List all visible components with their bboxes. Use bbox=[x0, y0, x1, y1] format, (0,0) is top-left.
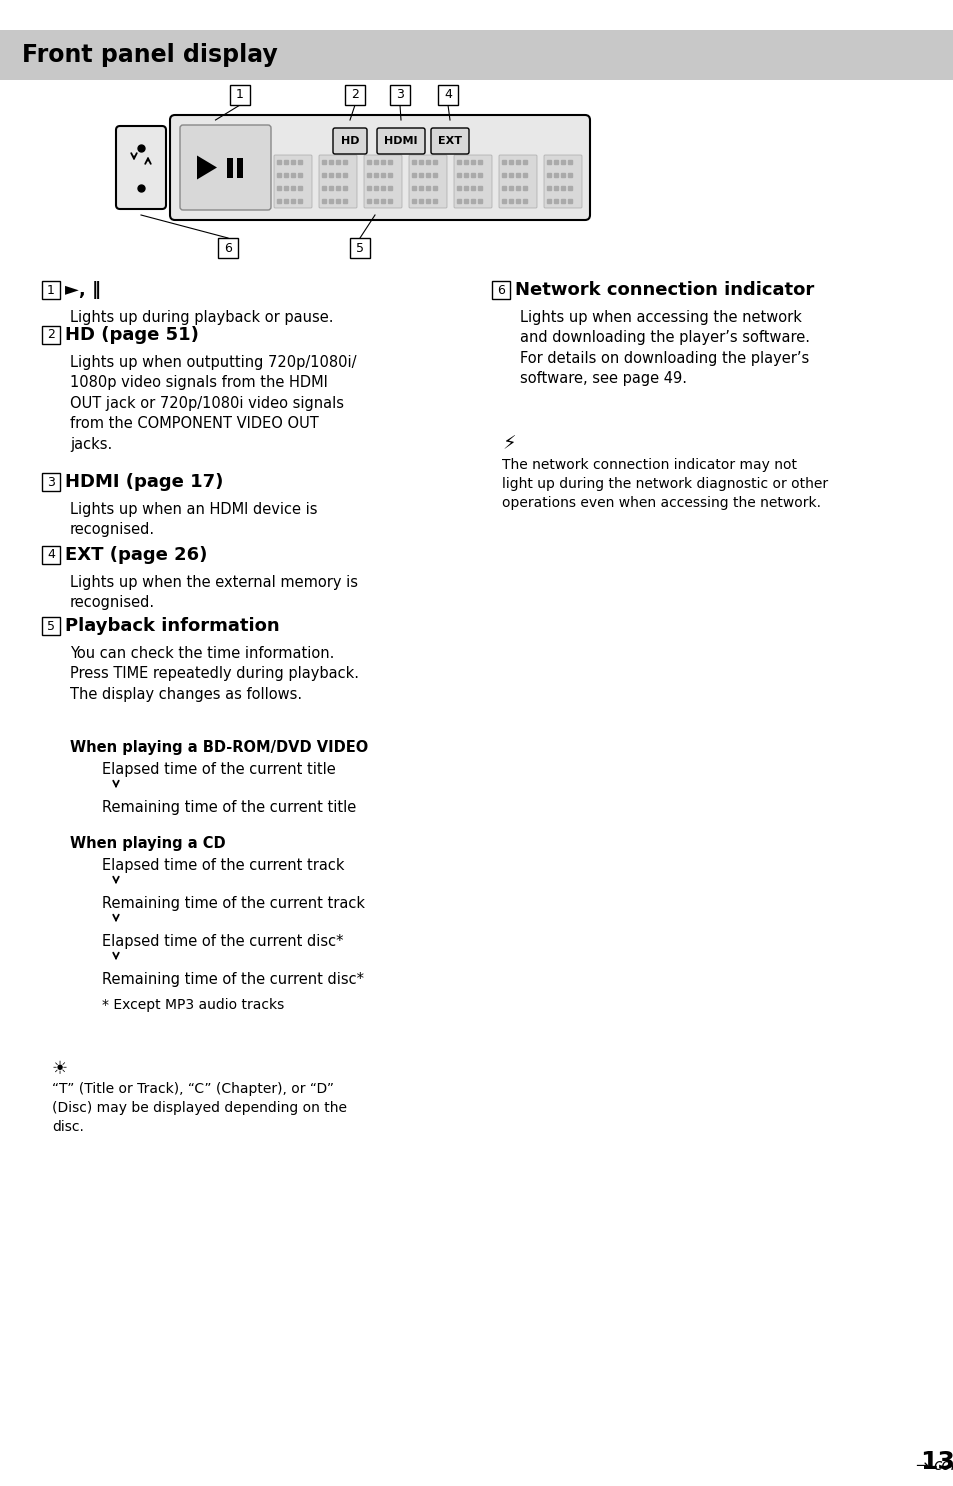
FancyBboxPatch shape bbox=[409, 155, 447, 208]
Text: When playing a BD-ROM/DVD VIDEO: When playing a BD-ROM/DVD VIDEO bbox=[70, 740, 368, 755]
Text: Lights up when outputting 720p/1080i/
1080p video signals from the HDMI
OUT jack: Lights up when outputting 720p/1080i/ 10… bbox=[70, 355, 356, 452]
Bar bbox=[42, 617, 60, 635]
FancyBboxPatch shape bbox=[498, 155, 537, 208]
Text: Lights up when accessing the network
and downloading the player’s software.
For : Lights up when accessing the network and… bbox=[519, 311, 809, 386]
Text: Elapsed time of the current title: Elapsed time of the current title bbox=[102, 762, 335, 777]
FancyBboxPatch shape bbox=[543, 155, 581, 208]
FancyBboxPatch shape bbox=[318, 155, 356, 208]
Text: 1: 1 bbox=[47, 284, 55, 297]
Polygon shape bbox=[196, 156, 216, 180]
Text: →: → bbox=[914, 1458, 927, 1473]
Text: 1: 1 bbox=[235, 89, 244, 101]
FancyBboxPatch shape bbox=[364, 155, 401, 208]
Bar bbox=[345, 85, 365, 106]
Text: 13: 13 bbox=[919, 1450, 953, 1474]
Bar bbox=[42, 281, 60, 299]
Text: You can check the time information.
Press TIME repeatedly during playback.
The d: You can check the time information. Pres… bbox=[70, 646, 358, 701]
Text: continued: continued bbox=[932, 1458, 953, 1473]
Text: * Except MP3 audio tracks: * Except MP3 audio tracks bbox=[102, 999, 284, 1012]
Text: 2: 2 bbox=[47, 328, 55, 342]
Text: Lights up during playback or pause.: Lights up during playback or pause. bbox=[70, 311, 334, 325]
Text: Network connection indicator: Network connection indicator bbox=[515, 281, 814, 299]
Bar bbox=[0, 30, 953, 80]
Bar bbox=[350, 238, 370, 259]
Text: ☀: ☀ bbox=[52, 1060, 68, 1077]
Text: 3: 3 bbox=[47, 476, 55, 489]
Text: 4: 4 bbox=[443, 89, 452, 101]
Text: HD: HD bbox=[340, 137, 359, 146]
Text: 5: 5 bbox=[47, 620, 55, 633]
FancyBboxPatch shape bbox=[454, 155, 492, 208]
Text: 3: 3 bbox=[395, 89, 403, 101]
Text: ►, ‖: ►, ‖ bbox=[65, 281, 101, 299]
Text: When playing a CD: When playing a CD bbox=[70, 837, 226, 851]
Text: Front panel display: Front panel display bbox=[22, 43, 277, 67]
Text: 6: 6 bbox=[497, 284, 504, 297]
Text: HDMI: HDMI bbox=[384, 137, 417, 146]
Bar bbox=[42, 325, 60, 343]
Bar bbox=[492, 281, 510, 299]
Text: Remaining time of the current track: Remaining time of the current track bbox=[102, 896, 365, 911]
FancyBboxPatch shape bbox=[116, 126, 166, 210]
Text: The network connection indicator may not
light up during the network diagnostic : The network connection indicator may not… bbox=[501, 458, 827, 510]
Bar bbox=[230, 85, 250, 106]
Text: 4: 4 bbox=[47, 548, 55, 562]
Text: Remaining time of the current disc*: Remaining time of the current disc* bbox=[102, 972, 364, 987]
FancyBboxPatch shape bbox=[376, 128, 424, 155]
Bar bbox=[236, 158, 243, 177]
Text: Playback information: Playback information bbox=[65, 617, 279, 635]
FancyBboxPatch shape bbox=[170, 114, 589, 220]
Text: 6: 6 bbox=[224, 242, 232, 254]
Text: HDMI (page 17): HDMI (page 17) bbox=[65, 473, 223, 490]
FancyBboxPatch shape bbox=[431, 128, 469, 155]
Text: HD (page 51): HD (page 51) bbox=[65, 325, 198, 343]
Text: ⚡: ⚡ bbox=[501, 434, 516, 453]
FancyBboxPatch shape bbox=[180, 125, 271, 210]
Text: 2: 2 bbox=[351, 89, 358, 101]
Bar bbox=[218, 238, 237, 259]
Text: Lights up when the external memory is
recognised.: Lights up when the external memory is re… bbox=[70, 575, 357, 611]
FancyBboxPatch shape bbox=[333, 128, 367, 155]
Bar bbox=[42, 473, 60, 490]
Text: Lights up when an HDMI device is
recognised.: Lights up when an HDMI device is recogni… bbox=[70, 502, 317, 538]
Text: “T” (Title or Track), “C” (Chapter), or “D”
(Disc) may be displayed depending on: “T” (Title or Track), “C” (Chapter), or … bbox=[52, 1082, 347, 1134]
Bar bbox=[227, 158, 233, 177]
Bar bbox=[390, 85, 410, 106]
Bar bbox=[437, 85, 457, 106]
Text: 5: 5 bbox=[355, 242, 364, 254]
FancyBboxPatch shape bbox=[274, 155, 312, 208]
Text: Remaining time of the current title: Remaining time of the current title bbox=[102, 799, 355, 814]
Text: EXT (page 26): EXT (page 26) bbox=[65, 545, 207, 565]
Text: Elapsed time of the current track: Elapsed time of the current track bbox=[102, 857, 344, 872]
Text: EXT: EXT bbox=[437, 137, 461, 146]
Text: Elapsed time of the current disc*: Elapsed time of the current disc* bbox=[102, 935, 343, 950]
Bar bbox=[42, 545, 60, 565]
